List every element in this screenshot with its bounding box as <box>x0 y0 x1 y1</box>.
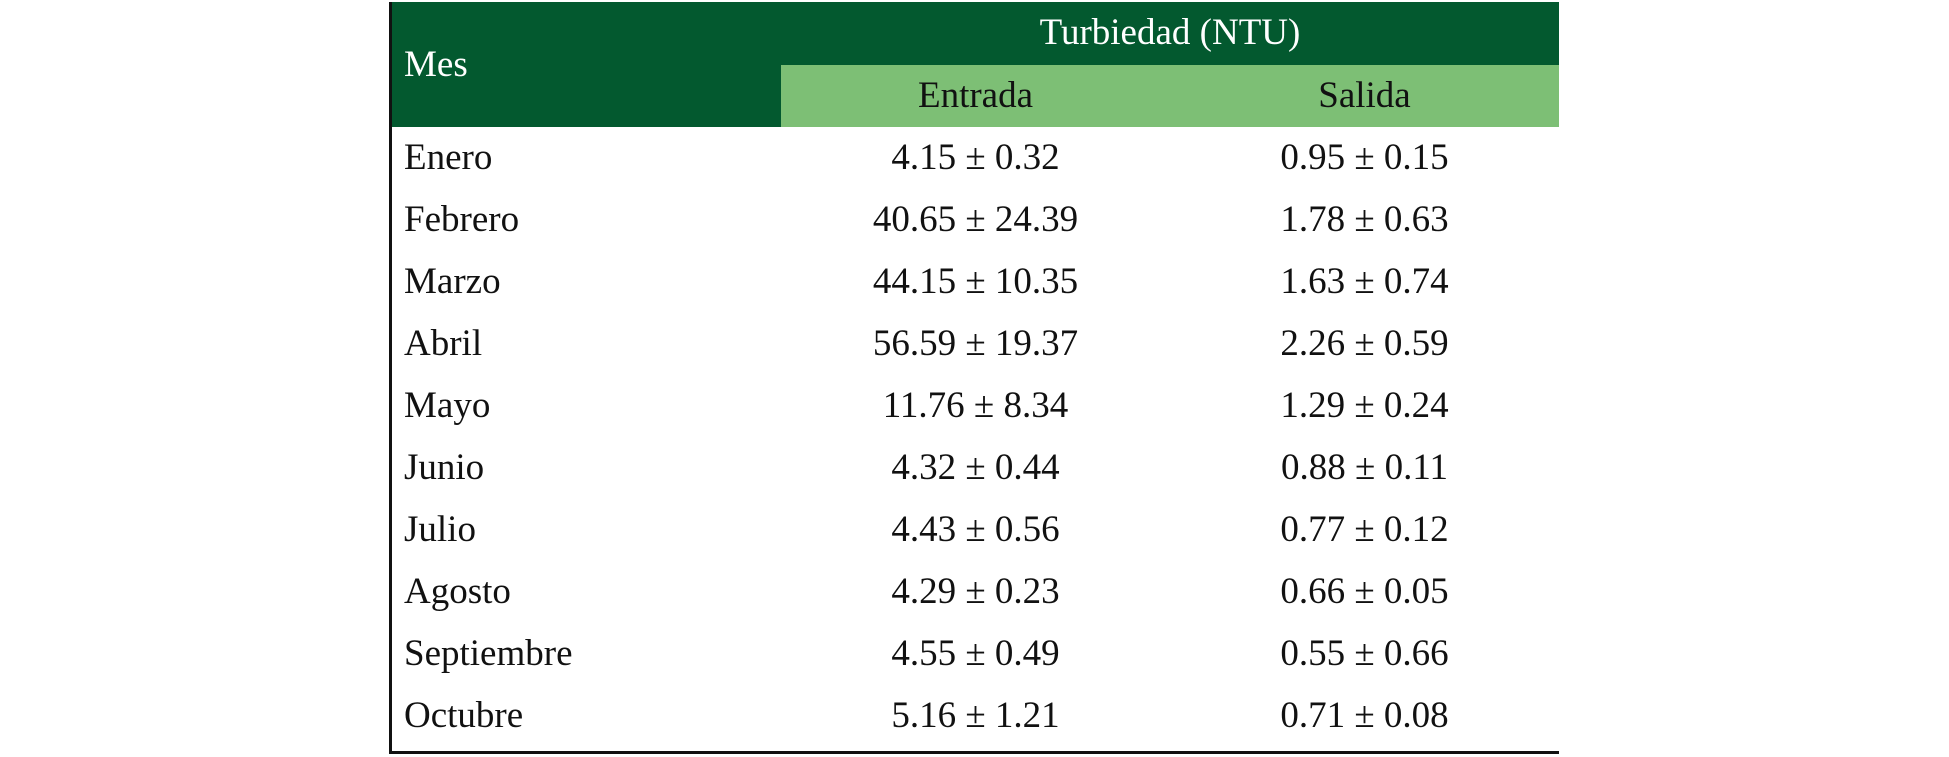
month-cell: Febrero <box>404 199 520 240</box>
value-cell: 4.29 ± 0.23 <box>891 571 1060 612</box>
month-cell: Junio <box>404 447 485 488</box>
header-group: Turbiedad (NTU) <box>781 2 1559 65</box>
subheader-cell: Entrada <box>781 65 1170 127</box>
value-cell: 1.78 ± 0.63 <box>1280 199 1449 240</box>
value-cell: 4.15 ± 0.32 <box>891 137 1060 178</box>
value-cell: 1.63 ± 0.74 <box>1280 261 1449 302</box>
value-cell: 0.77 ± 0.12 <box>1280 509 1449 550</box>
value-cell: 4.43 ± 0.56 <box>891 509 1060 550</box>
value-cell: 4.55 ± 0.49 <box>891 633 1060 674</box>
month-cell: Enero <box>404 137 493 178</box>
month-cell: Abril <box>404 323 483 364</box>
value-cell: 5.16 ± 1.21 <box>891 695 1060 736</box>
month-cell: Octubre <box>404 695 524 736</box>
value-cell: 2.26 ± 0.59 <box>1280 323 1449 364</box>
value-cell: 4.32 ± 0.44 <box>891 447 1060 488</box>
value-cell: 0.71 ± 0.08 <box>1280 695 1449 736</box>
value-cell: 44.15 ± 10.35 <box>872 261 1079 302</box>
header-cell: Mes <box>392 2 781 127</box>
month-cell: Mayo <box>404 385 491 426</box>
value-cell: 56.59 ± 19.37 <box>872 323 1079 364</box>
value-cell: 0.88 ± 0.11 <box>1281 447 1448 488</box>
value-cell: 0.95 ± 0.15 <box>1280 137 1449 178</box>
value-cell: 0.66 ± 0.05 <box>1280 571 1449 612</box>
value-cell: 0.55 ± 0.66 <box>1280 633 1449 674</box>
month-cell: Julio <box>404 509 476 550</box>
subheader-cell: Salida <box>1170 65 1559 127</box>
month-cell: Agosto <box>404 571 511 612</box>
table: Mes Turbiedad (NTU) Entrada Salida Enero… <box>389 2 1559 754</box>
value-cell: 40.65 ± 24.39 <box>872 199 1079 240</box>
value-cell: 11.76 ± 8.34 <box>882 385 1069 426</box>
value-cell: 1.29 ± 0.24 <box>1280 385 1449 426</box>
month-cell: Marzo <box>404 261 501 302</box>
month-cell: Septiembre <box>404 633 573 674</box>
